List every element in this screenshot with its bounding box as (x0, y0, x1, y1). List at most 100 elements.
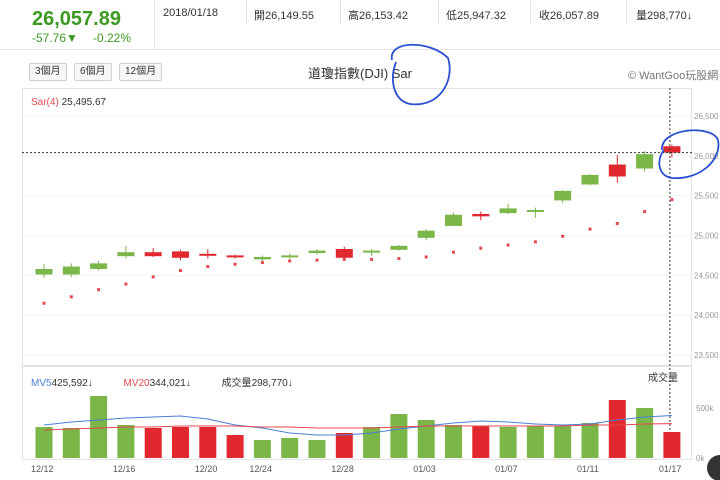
candle-body (581, 174, 599, 185)
volume-bar (526, 426, 544, 458)
price-tick-label: 25,500 (694, 192, 719, 201)
sar-point (260, 261, 264, 265)
divider (246, 0, 247, 24)
mv5-legend: MV5425,592↓ (31, 378, 93, 389)
candle-body (144, 252, 162, 257)
volume-panel-title: 成交量 (648, 373, 678, 384)
candle-body (499, 208, 517, 214)
sar-point (588, 227, 592, 231)
price-tick-label: 23,500 (694, 351, 719, 360)
annotation-circle (658, 129, 720, 179)
sar-point (288, 259, 292, 263)
volume-bar (144, 428, 162, 458)
sar-point (533, 240, 537, 244)
candle-body (663, 146, 681, 153)
volume-bar (117, 425, 135, 458)
range-3-months-button[interactable]: 3個月 (29, 63, 67, 81)
divider (626, 0, 627, 24)
volume-bar (581, 423, 599, 458)
x-tick-label: 01/11 (577, 464, 599, 474)
candle-body (636, 154, 654, 169)
mv20-line (43, 423, 672, 431)
x-tick-label: 12/16 (113, 464, 136, 474)
price-change: -57.76▼ (32, 31, 78, 45)
sar-point (561, 234, 565, 238)
last-price: 26,057.89 (32, 8, 121, 30)
candle-body (554, 190, 572, 201)
range-6-months-button[interactable]: 6個月 (74, 63, 112, 81)
sar-point (670, 198, 674, 202)
candle-body (281, 255, 299, 258)
candle-body (608, 164, 626, 177)
volume-bar (281, 438, 299, 458)
volume-bar (308, 440, 326, 458)
scroll-handle[interactable] (707, 455, 720, 480)
volume-bar (253, 440, 271, 458)
divider (340, 0, 341, 24)
price-box: 26,057.89 -57.76▼ -0.22% (0, 0, 155, 50)
sar-point (315, 258, 319, 262)
volume-tick-label: 0k (696, 454, 705, 463)
price-tick-label: 24,500 (694, 271, 719, 280)
volume-value: 量298,770↓ (636, 10, 693, 22)
candle-body (417, 230, 435, 238)
price-panel (22, 88, 692, 366)
candle-body (335, 249, 353, 258)
x-tick-label: 01/07 (495, 464, 518, 474)
sar-point (206, 265, 210, 269)
sar-point (69, 295, 73, 299)
sar-point (151, 275, 155, 279)
mv5-value: 425,592↓ (51, 378, 93, 389)
vol-legend-value: 298,770↓ (251, 378, 293, 389)
volume-bar (663, 432, 681, 458)
volume-bar (472, 426, 490, 458)
open-value: 開26,149.55 (254, 10, 314, 22)
sar-point (342, 257, 346, 261)
quote-date: 2018/01/18 (163, 7, 219, 19)
volume-bar (90, 396, 108, 458)
sar-point (452, 250, 455, 254)
site-credit: © WantGoo玩股網 (628, 70, 719, 82)
sar-point (179, 269, 182, 273)
candle-body (363, 250, 381, 253)
candle-body (35, 268, 53, 275)
sar-point (424, 255, 428, 259)
candle-body (308, 250, 326, 253)
chart-title: 道瓊指數(DJI) Sar (307, 66, 412, 81)
candle-body (226, 255, 244, 258)
sar-point (370, 257, 374, 261)
volume-bar (417, 420, 435, 458)
mv20-label: MV20 (123, 378, 150, 389)
sar-point (97, 288, 101, 292)
candle-body (172, 251, 189, 258)
volume-tick-label: 500k (696, 404, 714, 413)
sar-point (42, 301, 46, 305)
candle-body (526, 209, 544, 212)
x-tick-label: 12/12 (31, 464, 54, 474)
range-12-months-button[interactable]: 12個月 (119, 63, 163, 81)
volume-bar (554, 426, 572, 458)
sar-point (615, 222, 619, 226)
mv20-value: 344,021↓ (149, 378, 191, 389)
candle-body (90, 263, 108, 269)
sar-point (643, 210, 647, 214)
vol-label: 成交量 (221, 378, 252, 389)
volume-bar (335, 433, 353, 458)
price-tick-label: 24,000 (694, 311, 719, 320)
sar-point (506, 243, 510, 247)
volume-bar (608, 400, 626, 458)
volume-bar (499, 427, 517, 458)
volume-legend: MV5425,592↓ MV20344,021↓ 成交量298,770↓ (31, 374, 299, 389)
low-value: 低25,947.32 (446, 10, 506, 22)
volume-panel (22, 366, 692, 460)
volume-bar (390, 414, 408, 458)
high-value: 高26,153.42 (348, 10, 408, 22)
x-tick-label: 12/20 (195, 464, 218, 474)
volume-bar (35, 427, 53, 458)
x-tick-label: 01/17 (659, 464, 682, 474)
sar-legend: Sar(4) 25,495.67 (31, 97, 106, 108)
quote-bar: 26,057.89 -57.76▼ -0.22% 2018/01/18 開26,… (0, 0, 720, 50)
close-value: 收26,057.89 (539, 10, 599, 22)
candle-body (390, 245, 408, 250)
